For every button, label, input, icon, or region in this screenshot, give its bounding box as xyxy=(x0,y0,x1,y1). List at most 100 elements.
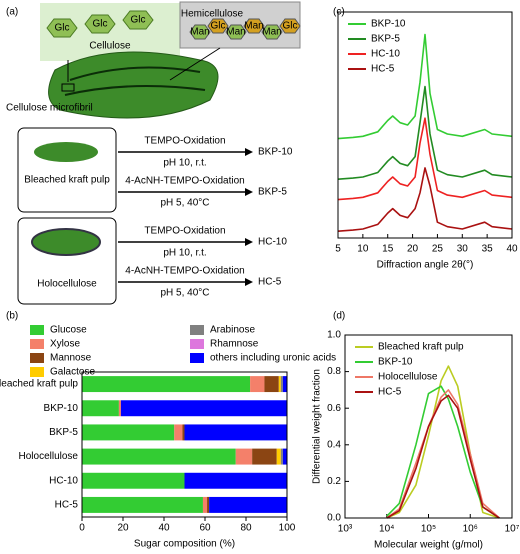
legend-label: Mannose xyxy=(50,353,92,364)
source-box xyxy=(17,217,117,305)
data-line xyxy=(337,85,513,180)
x-tick-label: 10⁷ xyxy=(505,524,520,535)
sugar-unit xyxy=(279,18,301,34)
product-label: BKP-10 xyxy=(258,147,293,158)
y-tick-label: 0.4 xyxy=(327,439,341,450)
y-tick-label: 0.2 xyxy=(327,476,341,487)
plot-frame xyxy=(81,371,288,518)
legend-swatch xyxy=(30,325,44,335)
sugar-unit xyxy=(225,24,247,40)
sugar-label: Glc xyxy=(211,21,226,32)
legend-swatch xyxy=(30,367,44,377)
product-label: BKP-5 xyxy=(258,187,287,198)
y-axis-title: Differential weight fraction xyxy=(312,369,323,484)
x-tick-label: 10 xyxy=(357,244,369,255)
arrow-head xyxy=(245,238,253,246)
x-tick-label: 5 xyxy=(335,244,341,255)
legend-swatch xyxy=(190,325,204,335)
sugar-label: Glc xyxy=(131,15,146,26)
x-tick-label: 15 xyxy=(382,244,394,255)
panel-label: (a) xyxy=(6,7,18,18)
reaction-condition: pH 5, 40°C xyxy=(160,198,209,209)
sugar-label: Man xyxy=(226,27,245,38)
x-tick-label: 60 xyxy=(199,523,211,534)
reaction-label: 4-AcNH-TEMPO-Oxidation xyxy=(125,176,244,187)
sugar-label: Man xyxy=(190,27,209,38)
source-label: Bleached kraft pulp xyxy=(24,175,110,186)
x-tick-label: 40 xyxy=(506,244,518,255)
legend-label: others including uronic acids xyxy=(210,353,336,364)
sugar-label: Man xyxy=(244,21,263,32)
sugar-unit xyxy=(122,10,154,30)
product-label: HC-10 xyxy=(258,237,287,248)
x-tick-label: 80 xyxy=(240,523,252,534)
data-line xyxy=(386,394,500,519)
sugar-unit xyxy=(84,14,116,34)
bar-segment xyxy=(82,376,251,393)
bar-segment xyxy=(235,448,253,465)
microfibril-chains xyxy=(64,66,206,96)
legend-label: BKP-5 xyxy=(371,34,400,45)
zoom-arrow xyxy=(169,47,221,81)
x-tick-label: 20 xyxy=(407,244,419,255)
bar-segment xyxy=(82,496,203,513)
sugar-label: Man xyxy=(262,27,281,38)
legend-label: HC-5 xyxy=(371,64,395,75)
microfibril-label: Cellulose microfibril xyxy=(6,103,93,114)
legend-label: Arabinose xyxy=(210,325,255,336)
bar-segment xyxy=(82,448,236,465)
y-tick-label: HC-5 xyxy=(55,500,79,511)
bar-segment xyxy=(182,424,185,441)
x-tick-label: 10⁴ xyxy=(379,524,394,535)
bar-segment xyxy=(282,448,287,465)
plot-frame xyxy=(344,334,513,519)
bar-segment xyxy=(82,400,119,417)
y-tick-label: HC-10 xyxy=(49,475,78,486)
y-tick-label: Bleached kraft pulp xyxy=(0,379,78,390)
legend-label: BKP-10 xyxy=(378,357,413,368)
microfibril-zoom xyxy=(61,83,75,92)
x-tick-label: 20 xyxy=(117,523,129,534)
legend-swatch xyxy=(30,339,44,349)
y-tick-label: 1.0 xyxy=(327,330,341,341)
bar-segment xyxy=(282,376,287,393)
reaction-condition: pH 5, 40°C xyxy=(160,288,209,299)
source-box xyxy=(17,127,117,213)
legend-swatch xyxy=(190,353,204,363)
sugar-label: Glc xyxy=(283,21,298,32)
x-tick-label: 30 xyxy=(457,244,469,255)
arrow-head xyxy=(245,188,253,196)
sugar-label: Glc xyxy=(55,23,70,34)
source-label: Holocellulose xyxy=(37,279,97,290)
data-line xyxy=(386,389,500,519)
plot-frame xyxy=(337,11,513,239)
sugar-unit xyxy=(46,18,78,38)
x-tick-label: 0 xyxy=(79,523,85,534)
reaction-condition: pH 10, r.t. xyxy=(163,248,206,259)
legend-label: Holocellulose xyxy=(378,372,438,383)
bar-segment xyxy=(264,376,279,393)
sugar-unit xyxy=(189,24,211,40)
x-tick-label: 10³ xyxy=(338,524,353,535)
cellulose-title: Cellulose xyxy=(89,41,131,52)
panel-label: (b) xyxy=(6,311,18,322)
legend-label: Glucose xyxy=(50,325,87,336)
sugar-unit xyxy=(261,24,283,40)
y-tick-label: 0.0 xyxy=(327,513,341,524)
sugar-label: Glc xyxy=(93,19,108,30)
legend-label: HC-5 xyxy=(378,387,402,398)
y-tick-label: Holocellulose xyxy=(19,451,79,462)
bar-segment xyxy=(174,424,183,441)
x-axis-title: Diffraction angle 2θ(°) xyxy=(377,260,474,271)
legend-label: Bleached kraft pulp xyxy=(378,342,464,353)
x-tick-label: 35 xyxy=(482,244,494,255)
product-label: HC-5 xyxy=(258,277,282,288)
bar-segment xyxy=(280,448,283,465)
arrow-head xyxy=(245,278,253,286)
bar-segment xyxy=(120,400,287,417)
fiber-icon xyxy=(34,142,98,162)
legend-swatch xyxy=(190,339,204,349)
reaction-condition: pH 10, r.t. xyxy=(163,158,206,169)
sugar-unit xyxy=(243,18,265,34)
